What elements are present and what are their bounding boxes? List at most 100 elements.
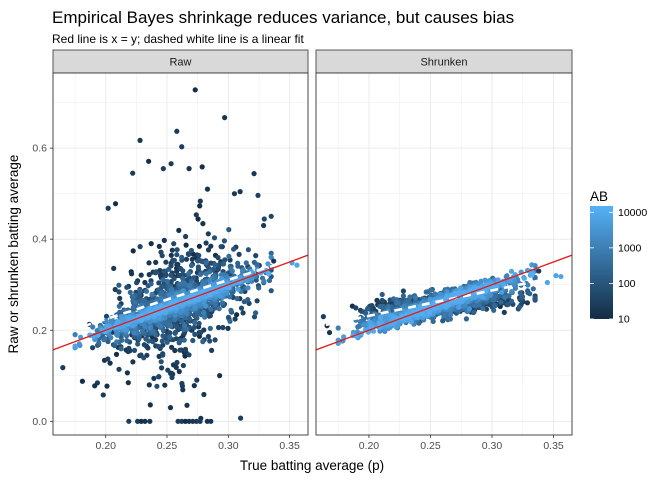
lines-shrunken: [316, 254, 572, 351]
data-point: [168, 161, 174, 167]
data-point: [179, 380, 185, 387]
data-point: [181, 337, 187, 343]
data-point: [191, 383, 197, 389]
data-point: [90, 345, 96, 351]
panel-raw: Raw 0.00.20.40.6 0.20 0.25 0.30 0.35: [32, 49, 309, 452]
data-point: [393, 324, 399, 330]
data-point: [202, 314, 208, 320]
data-point: [160, 352, 166, 358]
data-point: [164, 278, 170, 284]
data-point: [479, 294, 485, 300]
data-point: [130, 359, 136, 365]
data-point: [498, 299, 504, 305]
outlier-point: [175, 418, 181, 424]
colorbar: [590, 206, 613, 319]
data-point: [153, 270, 159, 276]
outlier-point: [197, 418, 203, 424]
data-point: [176, 368, 182, 375]
data-point: [208, 306, 214, 312]
data-point: [125, 380, 131, 386]
data-point: [195, 216, 201, 222]
data-point: [212, 337, 218, 343]
data-point: [192, 331, 198, 337]
x-axis-ticks-shrunken: 0.20 0.25 0.30 0.35: [359, 435, 564, 452]
data-point: [508, 268, 515, 274]
data-point: [171, 276, 177, 282]
data-point: [116, 289, 122, 295]
data-point: [516, 304, 523, 310]
outlier-point: [320, 314, 326, 320]
data-point: [159, 338, 165, 344]
data-point: [181, 323, 188, 329]
data-point: [168, 286, 175, 293]
data-point: [148, 281, 154, 287]
data-point: [130, 294, 136, 300]
panel-shrunken: Shrunken 0.20 0.25 0.30 0.35: [315, 49, 573, 452]
data-point: [167, 405, 174, 411]
outlier-point: [179, 418, 185, 424]
data-point: [156, 243, 162, 249]
outlier-point: [192, 87, 198, 93]
data-point: [72, 332, 78, 338]
data-point: [357, 323, 363, 329]
data-point: [184, 402, 190, 408]
data-point: [179, 254, 185, 260]
data-point: [189, 256, 195, 262]
points-shrunken: [320, 262, 564, 346]
outlier-point: [326, 329, 333, 336]
data-point: [427, 296, 433, 302]
data-point: [174, 304, 180, 311]
y-axis-ticks: 0.00.20.40.6: [32, 143, 53, 428]
data-point: [216, 262, 222, 268]
data-point: [216, 324, 222, 331]
data-point: [193, 212, 199, 218]
data-point: [197, 271, 203, 277]
data-point: [203, 260, 209, 266]
outlier-point: [544, 279, 550, 286]
data-point: [165, 367, 171, 373]
data-point: [194, 377, 200, 383]
data-point: [207, 292, 213, 298]
data-point: [113, 351, 120, 357]
data-point: [491, 297, 497, 303]
data-point: [168, 252, 174, 258]
data-point: [203, 240, 209, 246]
outlier-point: [92, 383, 98, 389]
data-point: [167, 334, 173, 340]
data-point: [140, 297, 146, 304]
data-point: [141, 355, 147, 361]
x-tick-label: 0.25: [157, 440, 178, 452]
data-point: [530, 286, 536, 292]
data-point: [367, 319, 373, 325]
data-point: [159, 253, 165, 259]
data-point: [107, 360, 113, 366]
data-point: [226, 253, 232, 259]
plot-area-raw: [53, 73, 308, 435]
data-point: [527, 291, 533, 297]
data-point: [179, 319, 185, 325]
data-point: [224, 274, 230, 280]
data-point: [142, 279, 148, 286]
data-point: [245, 285, 251, 291]
y-tick-label: 0.6: [32, 143, 47, 155]
data-point: [235, 263, 241, 269]
data-point: [124, 338, 130, 344]
data-point: [478, 278, 484, 284]
panel-border-shrunken: [315, 72, 573, 436]
data-point: [227, 294, 233, 300]
data-point: [205, 231, 211, 237]
data-point: [412, 295, 419, 301]
data-point: [126, 418, 132, 424]
data-point: [161, 237, 167, 243]
data-point: [261, 278, 267, 284]
data-point: [226, 284, 232, 290]
data-point: [200, 221, 206, 227]
data-point: [197, 198, 203, 204]
y-tick-label: 0.2: [32, 325, 47, 337]
outlier-point: [138, 418, 144, 424]
data-point: [172, 347, 178, 354]
data-point: [240, 267, 246, 273]
data-point: [174, 247, 180, 253]
data-point: [183, 315, 189, 321]
data-point: [408, 319, 414, 325]
